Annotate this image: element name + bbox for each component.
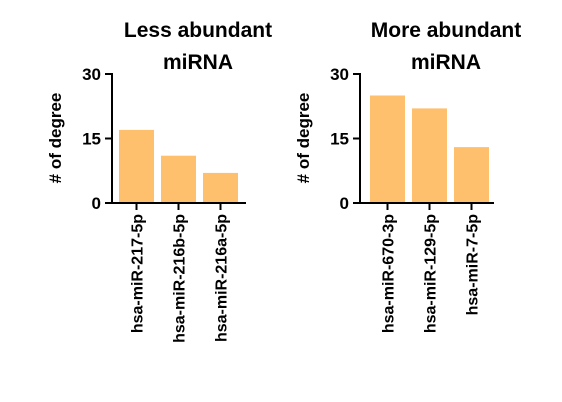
bar-1	[370, 95, 405, 203]
y-axis-label: # of degree	[294, 93, 313, 184]
bar-2	[161, 155, 196, 203]
category-label: hsa-miR-7-5p	[465, 214, 482, 316]
y-tick-label: 15	[82, 130, 101, 149]
y-ticks: 0 15 30	[330, 65, 360, 213]
category-labels: hsa-miR-670-3p hsa-miR-129-5p hsa-miR-7-5p	[381, 203, 482, 333]
panel-title-line-1: More abundant	[371, 19, 522, 42]
bar-1	[119, 129, 154, 203]
panel-title-line-2: miRNA	[411, 51, 481, 74]
bars	[370, 95, 489, 203]
category-label: hsa-miR-670-3p	[381, 214, 398, 333]
category-label: hsa-miR-216b-5p	[172, 214, 189, 343]
panel-title-line-2: miRNA	[163, 51, 233, 74]
bars	[119, 129, 238, 203]
y-tick-label: 30	[330, 65, 349, 84]
category-label: hsa-miR-216a-5p	[214, 214, 231, 342]
panel-title-line-1: Less abundant	[124, 19, 272, 42]
bar-3	[203, 172, 238, 203]
y-tick-label: 30	[82, 65, 101, 84]
bar-2	[412, 108, 447, 203]
category-label: hsa-miR-129-5p	[423, 214, 440, 333]
y-tick-label: 0	[340, 194, 349, 213]
category-labels: hsa-miR-217-5p hsa-miR-216b-5p hsa-miR-216…	[130, 203, 231, 343]
y-tick-label: 15	[330, 130, 349, 149]
bar-3	[454, 147, 489, 203]
category-label: hsa-miR-217-5p	[130, 214, 147, 333]
y-tick-label: 0	[92, 194, 101, 213]
panel-more-abundant: More abundant miRNA # of degree 0 15 30 hs…	[294, 19, 521, 333]
y-ticks: 0 15 30	[82, 65, 112, 213]
panel-less-abundant: Less abundant miRNA # of degree 0 15 30 hs…	[46, 19, 272, 343]
y-axis-label: # of degree	[46, 93, 65, 184]
